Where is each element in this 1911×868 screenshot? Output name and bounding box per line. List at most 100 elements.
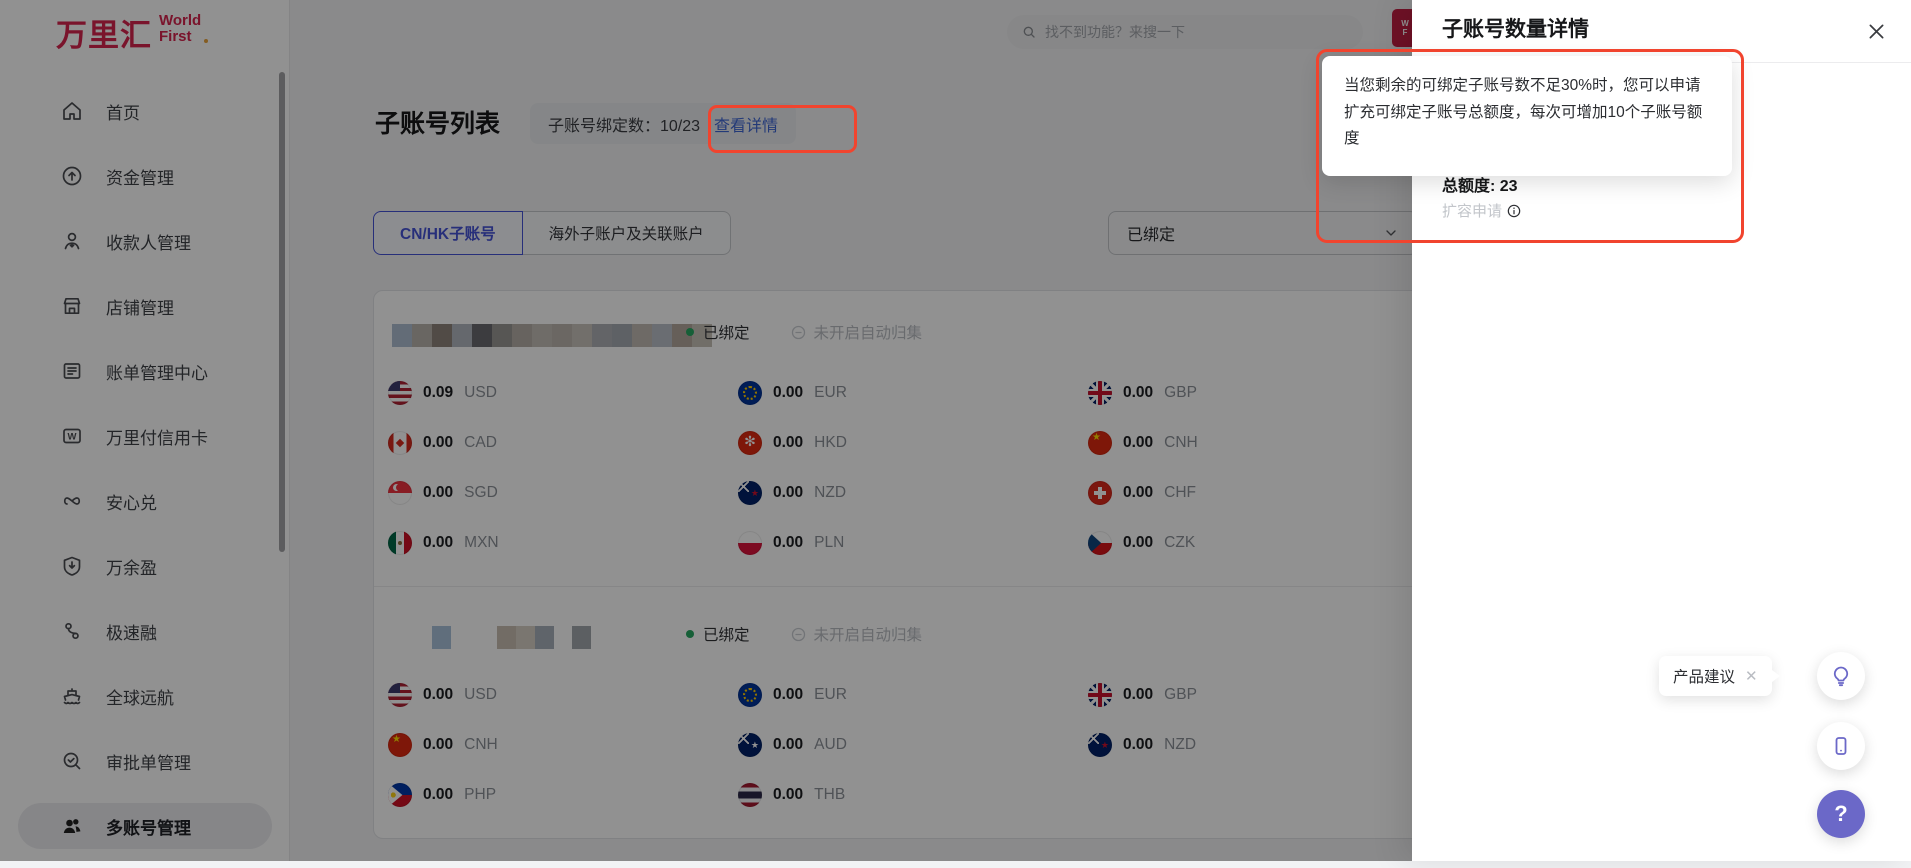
currency-balance: 0.00 EUR (738, 377, 1088, 409)
sidebar-item[interactable]: W 万里付信用卡 (18, 413, 272, 459)
page-title: 子账号列表 (375, 110, 501, 138)
help-button[interactable]: ? (1817, 790, 1865, 838)
currency-code: CAD (464, 434, 497, 451)
approval-icon (60, 749, 84, 773)
status-dot (686, 328, 694, 336)
bubble-close-icon[interactable]: ✕ (1745, 668, 1758, 685)
tab-cnhk-subaccount[interactable]: CN/HK子账号 (373, 211, 523, 255)
balance-amount: 0.00 (773, 384, 804, 401)
logo-trademark-dot (204, 39, 209, 43)
sidebar-item[interactable]: 店铺管理 (18, 283, 272, 329)
sidebar-item-label: 首页 (106, 103, 140, 123)
logo-en-text: World First (159, 13, 209, 45)
search-input[interactable]: 找不到功能？来搜一下 (1007, 15, 1363, 49)
masked-account-name (392, 324, 712, 347)
sidebar-item-label: 审批单管理 (106, 753, 191, 773)
sidebar-item-label: 万余盈 (106, 558, 157, 578)
help-label: ? (1834, 801, 1848, 826)
product-suggestion-label: 产品建议 (1673, 669, 1736, 686)
expand-quota-label: 扩容申请 (1442, 203, 1503, 220)
savings-icon (60, 554, 84, 578)
currency-code: THB (814, 786, 846, 803)
funds-icon (60, 164, 84, 188)
expand-quota-link[interactable]: 扩容申请 (1442, 200, 1522, 221)
balance-amount: 0.00 (1123, 736, 1154, 753)
balance-amount: 0.00 (1123, 384, 1154, 401)
currency-code: CNH (1164, 434, 1198, 451)
sidebar-item[interactable]: 账单管理中心 (18, 348, 272, 394)
currency-balance: 0.00 PHP (388, 779, 738, 811)
binding-count-pill: 子账号绑定数：10/23 查看详情 (530, 103, 797, 144)
suggestion-bulb-button[interactable] (1817, 652, 1865, 700)
sidebar-item-label: 收款人管理 (106, 233, 191, 253)
mobile-icon (1835, 737, 1847, 755)
cad-flag-icon (388, 431, 412, 455)
gbp-flag-icon (1088, 381, 1112, 405)
mobile-app-button[interactable] (1817, 722, 1865, 770)
logo-cn-text: 万里汇 (56, 18, 152, 53)
view-details-link[interactable]: 查看详情 (714, 117, 779, 135)
balance-amount: 0.00 (423, 434, 454, 451)
sgd-flag-icon (388, 481, 412, 505)
currency-code: NZD (814, 484, 847, 501)
sidebar-item[interactable]: 全球远航 (18, 673, 272, 719)
binding-status-select[interactable]: 已绑定 (1108, 211, 1418, 255)
binding-count-text: 子账号绑定数：10/23 (548, 117, 701, 135)
ship-icon (60, 684, 84, 708)
svg-text:W: W (68, 432, 77, 443)
currency-code: HKD (814, 434, 847, 451)
cnh-flag-icon (388, 733, 412, 757)
payee-icon (60, 229, 84, 253)
quota-tooltip: 当您剩余的可绑定子账号数不足30%时，您可以申请扩充可绑定子账号总额度，每次可增… (1322, 56, 1732, 176)
sidebar-item[interactable]: 多账号管理 (18, 803, 272, 849)
currency-balance: 0.00 CNH (1088, 427, 1438, 459)
search-icon (1023, 26, 1035, 38)
currency-code: GBP (1164, 384, 1197, 401)
sidebar-item[interactable]: 资金管理 (18, 153, 272, 199)
balance-amount: 0.00 (423, 736, 454, 753)
financing-icon (60, 619, 84, 643)
bills-icon (60, 359, 84, 383)
currency-balance: 0.00 PLN (738, 527, 1088, 559)
currency-balance: 0.00 CNH (388, 729, 738, 761)
currency-balance: 0.09 USD (388, 377, 738, 409)
tab-overseas-subaccount[interactable]: 海外子账户及关联账户 (522, 211, 731, 255)
dim-overlay (0, 0, 1412, 861)
sidebar-item-label: 多账号管理 (106, 818, 191, 838)
sidebar-item-label: 全球远航 (106, 688, 174, 708)
sidebar-item[interactable]: 万余盈 (18, 543, 272, 589)
worldfirst-logo: 万里汇 World First (56, 10, 209, 55)
account-type-tabs: CN/HK子账号 海外子账户及关联账户 (373, 211, 731, 255)
sidebar-item[interactable]: 极速融 (18, 608, 272, 654)
sidebar-item[interactable]: 审批单管理 (18, 738, 272, 784)
currency-balance: 0.00 AUD (738, 729, 1088, 761)
info-icon[interactable] (1506, 203, 1522, 219)
balance-amount: 0.00 (773, 534, 804, 551)
currency-balance: 0.00 USD (388, 679, 738, 711)
currency-balance: 0.00 MXN (388, 527, 738, 559)
nzd-flag-icon (1088, 733, 1112, 757)
auto-collect-label: 未开启自动归集 (813, 325, 923, 342)
nzd-flag-icon (738, 481, 762, 505)
total-quota-text: 总额度: 23 (1442, 178, 1518, 195)
currency-balance: 0.00 NZD (738, 477, 1088, 509)
aud-flag-icon (738, 733, 762, 757)
product-suggestion-bubble[interactable]: 产品建议 ✕ (1659, 656, 1780, 696)
credit-card-icon: W (60, 424, 84, 448)
currency-balance: 0.00 CAD (388, 427, 738, 459)
sidebar-item-label: 账单管理中心 (106, 363, 208, 383)
close-icon[interactable] (1862, 17, 1890, 45)
sidebar-scrollbar[interactable] (279, 72, 285, 552)
exchange-icon (60, 489, 84, 513)
sidebar-item[interactable]: 首页 (18, 88, 272, 134)
sidebar-item-label: 万里付信用卡 (106, 428, 208, 448)
sidebar-item-label: 安心兑 (106, 493, 157, 513)
balance-amount: 0.00 (1123, 484, 1154, 501)
currency-code: GBP (1164, 686, 1197, 703)
chevron-down-icon (1386, 230, 1396, 236)
card-divider (374, 586, 1482, 587)
sidebar-item[interactable]: 收款人管理 (18, 218, 272, 264)
currency-code: MXN (464, 534, 499, 551)
sidebar-item[interactable]: 安心兑 (18, 478, 272, 524)
